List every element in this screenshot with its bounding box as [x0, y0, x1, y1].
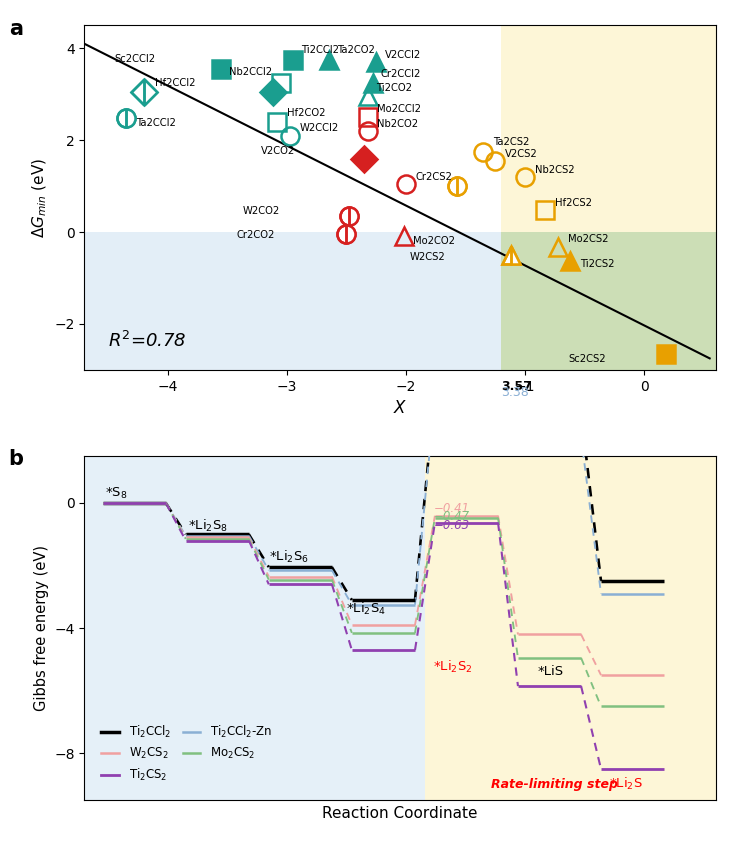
Text: *Li$_2$S$_6$: *Li$_2$S$_6$ [269, 549, 308, 565]
Text: Ti2CCl2: Ti2CCl2 [301, 45, 339, 55]
Bar [84, 456, 425, 800]
Text: V2CO2: V2CO2 [261, 147, 295, 157]
Text: Ta2CO2: Ta2CO2 [337, 45, 375, 55]
Text: $R^2$=0.78: $R^2$=0.78 [108, 331, 187, 351]
Text: −0.63: −0.63 [433, 518, 469, 532]
Y-axis label: $\Delta G_{min}$ (eV): $\Delta G_{min}$ (eV) [30, 158, 48, 238]
Text: *LiS: *LiS [537, 665, 563, 678]
Text: Sc2CS2: Sc2CS2 [568, 354, 606, 364]
Text: a: a [9, 19, 23, 38]
Text: Hf2CS2: Hf2CS2 [555, 197, 592, 208]
Bar [501, 25, 716, 232]
Text: Hf2CO2: Hf2CO2 [287, 108, 325, 119]
Text: Ti2CO2: Ti2CO2 [377, 83, 413, 93]
Y-axis label: Gibbs free energy (eV): Gibbs free energy (eV) [34, 545, 48, 711]
Text: Nb2CS2: Nb2CS2 [534, 164, 574, 174]
Text: Rate-limiting step: Rate-limiting step [491, 778, 618, 791]
Bar [425, 456, 733, 800]
Text: −0.41: −0.41 [433, 501, 469, 515]
Text: Cr2CCl2: Cr2CCl2 [381, 69, 421, 79]
Text: −0.47: −0.47 [433, 510, 469, 523]
Text: *Li$_2$S: *Li$_2$S [609, 776, 643, 792]
Bar [501, 232, 716, 370]
Text: Sc2CCl2: Sc2CCl2 [115, 53, 156, 64]
Text: Mo2CS2: Mo2CS2 [568, 235, 608, 245]
Text: Nb2CO2: Nb2CO2 [377, 119, 418, 129]
Text: V2CS2: V2CS2 [505, 148, 537, 158]
Text: *Li$_2$S$_2$: *Li$_2$S$_2$ [433, 658, 473, 674]
Legend: Ti$_2$CCl$_2$, W$_2$CS$_2$, Ti$_2$CS$_2$, Ti$_2$CCl$_2$-Zn, Mo$_2$CS$_2$: Ti$_2$CCl$_2$, W$_2$CS$_2$, Ti$_2$CS$_2$… [97, 719, 277, 788]
Text: 3.57: 3.57 [501, 379, 532, 392]
Text: *Li$_2$S$_8$: *Li$_2$S$_8$ [188, 518, 228, 534]
Text: Ti2CS2: Ti2CS2 [580, 259, 614, 268]
Text: b: b [9, 449, 23, 469]
Text: W2CCl2: W2CCl2 [300, 124, 339, 133]
X-axis label: $X$: $X$ [393, 399, 407, 417]
Text: W2CO2: W2CO2 [242, 206, 280, 216]
Text: Mo2CO2: Mo2CO2 [413, 235, 455, 246]
Text: *S$_8$: *S$_8$ [105, 486, 128, 501]
Text: 3.38: 3.38 [501, 386, 529, 399]
Bar [84, 232, 716, 370]
Text: Ta2CCl2: Ta2CCl2 [136, 119, 175, 128]
Text: *Li$_2$S$_4$: *Li$_2$S$_4$ [346, 601, 386, 617]
Text: W2CS2: W2CS2 [410, 252, 446, 262]
Text: V2CCl2: V2CCl2 [385, 50, 421, 60]
Text: Nb2CCl2: Nb2CCl2 [230, 67, 272, 77]
Text: Ta2CS2: Ta2CS2 [493, 137, 529, 147]
Text: Hf2CCl2: Hf2CCl2 [155, 78, 195, 88]
Text: Mo2CCl2: Mo2CCl2 [377, 103, 421, 113]
Text: Cr2CO2: Cr2CO2 [236, 230, 275, 240]
X-axis label: Reaction Coordinate: Reaction Coordinate [322, 806, 478, 821]
Text: Cr2CS2: Cr2CS2 [415, 172, 452, 181]
